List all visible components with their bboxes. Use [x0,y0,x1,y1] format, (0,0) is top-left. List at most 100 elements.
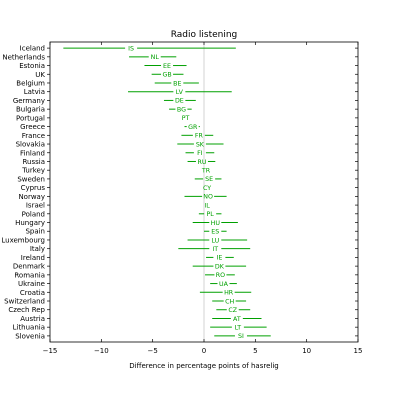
y-tick-label: Latvia [24,88,45,96]
error-bar-tr: TR [201,167,211,174]
error-bar-hu: HU [192,220,238,227]
error-bar-it: IT [178,246,251,253]
y-tick-label: Poland [22,210,45,218]
point-label: DK [215,263,225,270]
error-bar-ro: RO [205,272,235,279]
y-tick-label: Czech Rep [8,306,45,314]
error-bar-nl: NL [129,54,177,61]
point-label: FR [195,133,204,140]
point-label: IS [128,45,134,52]
error-bar-ch: CH [212,298,247,305]
point-label: CY [203,185,211,192]
point-label: RO [216,272,225,279]
y-tick-label: Russia [22,158,45,166]
error-bar-is: IS [63,45,236,52]
error-bar-pl: PL [198,211,222,218]
point-label: ES [211,229,219,236]
error-bar-at: AT [212,316,262,323]
x-axis-label: Difference in percentage points of hasre… [129,362,278,370]
y-tick-label: Ukraine [18,280,45,288]
point-label: FI [197,150,203,157]
y-tick-label: Croatia [20,289,45,297]
error-bar-dk: DK [192,263,247,270]
y-tick-label: Sweden [17,175,45,183]
error-bar-lt: LT [210,324,267,331]
y-tick-label: Turkey [21,167,45,175]
point-label: HR [224,290,234,297]
x-tick-label: −15 [43,347,58,355]
y-tick-label: Belgium [16,79,45,87]
y-tick-label: France [22,132,45,140]
error-bar-fr: FR [181,133,214,140]
x-axis: −15 −10 −5 0 5 10 15 [43,42,363,355]
point-label: RU [197,159,206,166]
y-tick-label: Austria [20,315,45,323]
y-tick-label: Luxembourg [1,236,45,244]
point-label: AT [233,316,241,323]
point-label: PT [182,115,190,122]
y-tick-label: Bulgaria [16,106,45,114]
error-bar-ua: UA [210,281,237,288]
y-tick-label: Netherlands [2,53,45,61]
error-bar-ru: RU [187,159,216,166]
error-bar-se: SE [194,176,222,183]
error-bar-de: DE [163,98,196,105]
x-tick-label: 10 [302,347,311,355]
y-tick-label: Italy [30,245,45,253]
error-bar-cy: CY [203,185,211,192]
point-label: CH [225,298,234,305]
point-label: UA [219,281,229,288]
y-tick-label: Romania [14,271,45,279]
x-tick-label: 5 [253,347,257,355]
y-tick-label: Portugal [16,114,45,122]
y-tick-label: Slovenia [15,332,45,340]
point-label: GR [188,124,198,131]
chart-title: Radio listening [171,30,238,40]
error-bar-fi: FI [185,150,215,157]
error-bar-si: SI [214,333,271,340]
y-axis: IcelandNetherlandsEstoniaUKBelgiumLatvia… [1,45,358,340]
y-tick-label: Lithuania [13,324,45,332]
point-label: PL [207,211,215,218]
error-bar-ee: EE [144,63,187,70]
y-tick-label: Greece [20,123,45,131]
error-bar-sk: SK [177,141,224,148]
y-tick-label: Germany [13,97,45,105]
y-tick-label: Hungary [15,219,45,227]
point-label: SI [238,333,244,340]
error-bar-pt: PT [182,115,190,122]
point-label: LT [235,324,242,331]
x-tick-label: 15 [354,347,363,355]
y-tick-label: Finland [20,149,45,157]
point-label: HU [211,220,221,227]
y-tick-label: Spain [25,228,45,236]
y-tick-label: Israel [26,202,45,210]
point-label: BE [173,80,181,87]
point-label: EE [163,63,171,70]
error-bar-lu: LU [187,237,248,244]
error-bar-bg: BG [169,106,192,113]
error-bar-be: BE [154,80,199,87]
error-bar-il: IL [204,202,210,209]
y-tick-label: UK [35,71,45,79]
y-tick-label: Iceland [20,45,45,53]
y-tick-label: Denmark [13,263,46,271]
y-tick-label: Norway [18,193,45,201]
error-bar-gb: GB [151,72,184,79]
error-bar-ie: IE [206,255,234,262]
x-tick-label: 0 [202,347,206,355]
point-label: LU [211,237,219,244]
error-bar-no: NO [184,194,227,201]
point-label: NL [151,54,160,61]
point-label: SK [196,141,205,148]
point-label: NO [203,194,213,201]
point-label: BG [177,106,186,113]
error-bar-lv: LV [128,89,232,96]
y-tick-label: Cyprus [21,184,46,192]
error-bar-cz: CZ [216,307,251,314]
y-tick-label: Switzerland [4,298,45,306]
point-label: SE [205,176,213,183]
point-label: IE [216,255,222,262]
point-label: IT [212,246,218,253]
